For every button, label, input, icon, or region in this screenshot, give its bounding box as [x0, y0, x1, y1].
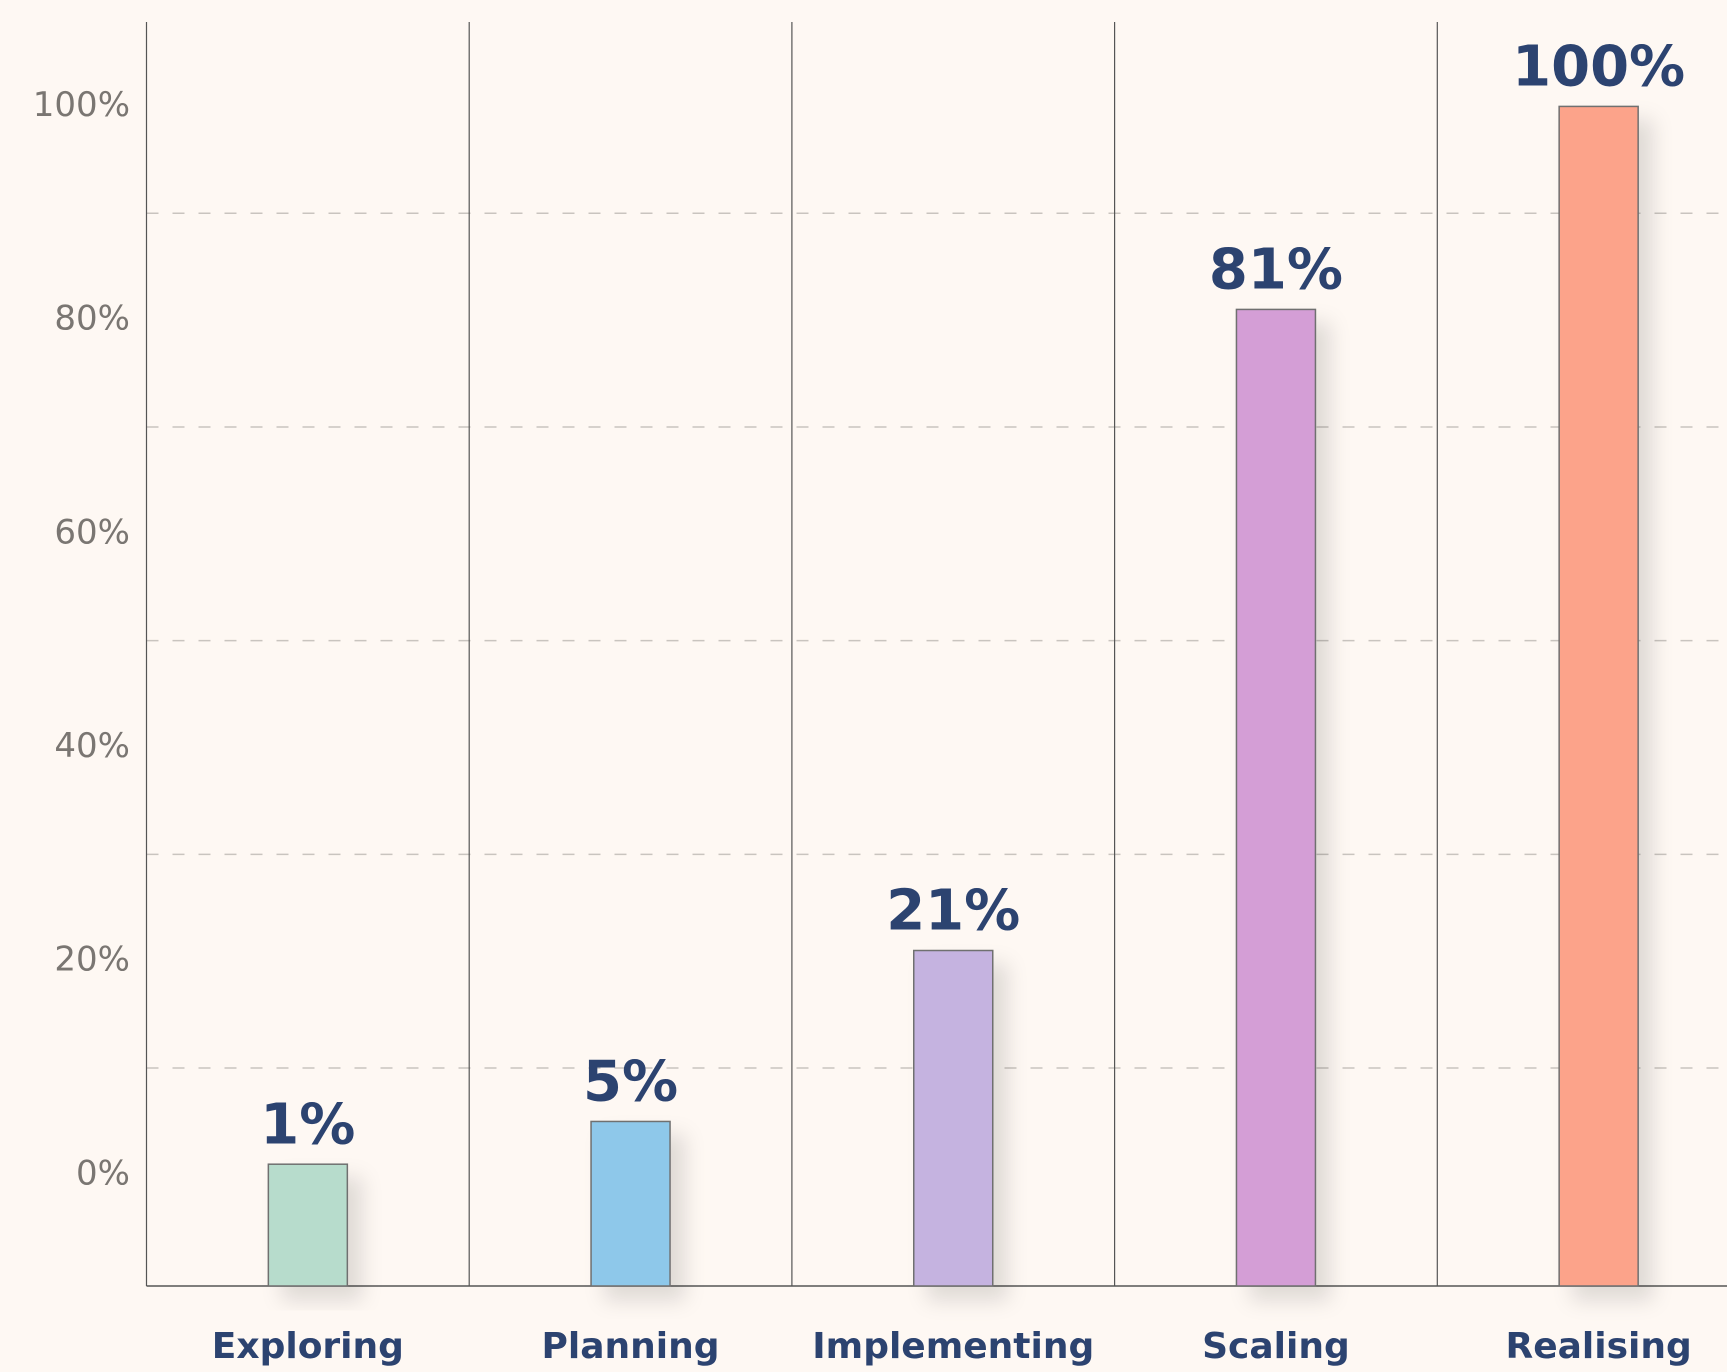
x-tick-label: Realising — [1506, 1326, 1692, 1367]
x-tick-label: Planning — [542, 1326, 720, 1367]
bar — [1235, 308, 1317, 1287]
y-tick-label: 100% — [33, 85, 130, 125]
x-tick-label: Implementing — [812, 1326, 1094, 1367]
bar — [590, 1120, 671, 1287]
y-tick-label: 0% — [76, 1153, 130, 1193]
value-label: 100% — [1512, 35, 1685, 100]
y-tick-label: 20% — [54, 940, 130, 980]
y-tick-label: 80% — [54, 299, 130, 339]
y-tick-label: 40% — [54, 726, 130, 766]
value-label: 81% — [1209, 238, 1343, 303]
bar — [267, 1163, 349, 1287]
value-label: 1% — [260, 1092, 355, 1157]
x-tick-label: Exploring — [212, 1326, 404, 1367]
bar — [913, 949, 994, 1287]
x-tick-label: Scaling — [1202, 1326, 1350, 1367]
y-tick-label: 60% — [54, 512, 130, 552]
value-label: 21% — [886, 879, 1020, 944]
value-label: 5% — [583, 1050, 678, 1115]
bar — [1558, 105, 1639, 1287]
